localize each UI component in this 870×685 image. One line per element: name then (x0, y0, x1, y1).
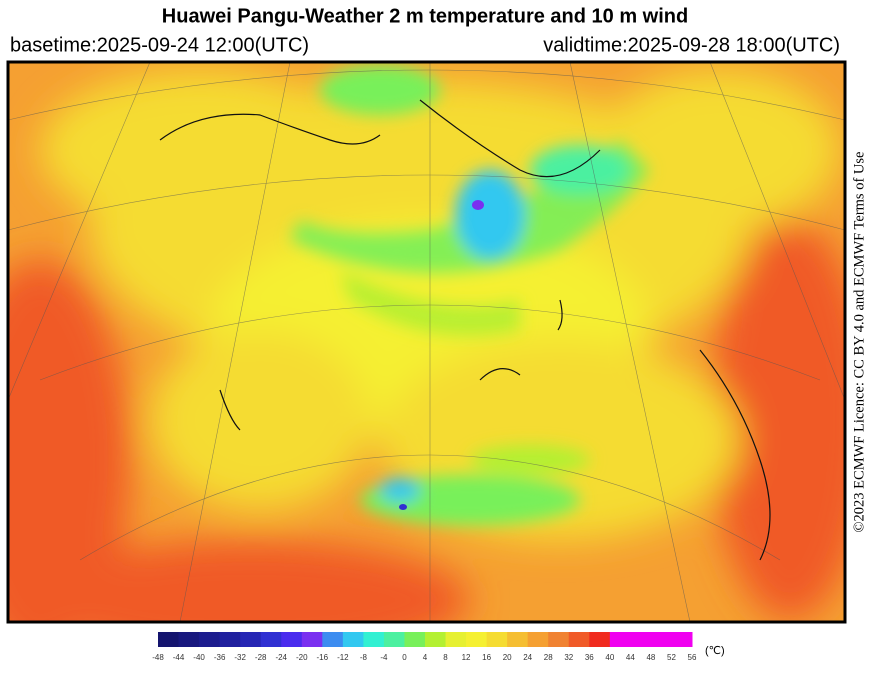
colorbar-tick-label: 32 (564, 653, 573, 662)
colorbar-tick-label: 8 (443, 653, 448, 662)
colorbar-tick-label: 48 (646, 653, 655, 662)
validtime: validtime:2025-09-28 18:00(UTC) (543, 34, 840, 56)
colorbar-segment (158, 632, 180, 647)
colorbar-segment (383, 632, 405, 647)
colorbar-segment (609, 632, 631, 647)
colorbar-segment (342, 632, 364, 647)
colorbar-segment (650, 632, 672, 647)
colorbar-segment (199, 632, 221, 647)
map-frame (6, 60, 847, 624)
colorbar-segment (219, 632, 241, 647)
colorbar-segment (589, 632, 611, 647)
colorbar-tick-label: -20 (296, 653, 308, 662)
colorbar-segment (527, 632, 549, 647)
colorbar-tick-label: -36 (214, 653, 226, 662)
colorbar-tick-label: 52 (667, 653, 676, 662)
colorbar-segment (507, 632, 529, 647)
title: Huawei Pangu-Weather 2 m temperature and… (162, 5, 688, 27)
colorbar-segment (260, 632, 282, 647)
colorbar-segment (281, 632, 303, 647)
colorbar-segment (486, 632, 508, 647)
colorbar-tick-label: 44 (626, 653, 635, 662)
colorbar-segment (301, 632, 323, 647)
colorbar-tick-label: 4 (423, 653, 428, 662)
colorbar-unit: (℃) (705, 645, 725, 657)
colorbar-tick-label: 12 (462, 653, 471, 662)
colorbar-segment (363, 632, 385, 647)
colorbar-tick-label: -28 (255, 653, 267, 662)
colorbar-tick-label: -4 (380, 653, 388, 662)
colorbar-segment (466, 632, 488, 647)
colorbar-segment (178, 632, 200, 647)
colorbar-tick-label: 20 (503, 653, 512, 662)
colorbar-tick-label: -32 (234, 653, 246, 662)
colorbar-tick-label: 16 (482, 653, 491, 662)
colorbar-tick-label: 24 (523, 653, 532, 662)
colorbar-tick-label: 36 (585, 653, 594, 662)
licence: ©2023 ECMWF Licence: CC BY 4.0 and ECMWF… (851, 152, 867, 533)
colorbar-tick-label: -40 (193, 653, 205, 662)
colorbar-segment (322, 632, 344, 647)
colorbar-tick-label: -48 (152, 653, 164, 662)
colorbar-tick-label: 28 (544, 653, 553, 662)
colorbar-segment (240, 632, 262, 647)
temperature-field (8, 62, 845, 622)
colorbar-tick-label: -44 (173, 653, 185, 662)
colorbar-segment (548, 632, 570, 647)
colorbar-tick-label: 40 (605, 653, 614, 662)
colorbar-tick-label: -8 (360, 653, 368, 662)
colorbar-tick-label: 0 (402, 653, 407, 662)
basetime: basetime:2025-09-24 12:00(UTC) (10, 34, 309, 56)
colorbar-tick-label: -12 (337, 653, 349, 662)
colorbar-tick-label: -24 (275, 653, 287, 662)
colorbar-tick-label: -16 (317, 653, 329, 662)
colorbar-tick-label: 56 (688, 653, 697, 662)
colorbar-segment (404, 632, 426, 647)
colorbar-segment (671, 632, 693, 647)
colorbar-segment (568, 632, 590, 647)
colorbar: -48 -44 -40 -36 -32 -28 -24 -20 -16 -12 -8 -4 0 4 8 12 1… (152, 632, 697, 662)
colorbar-segment (445, 632, 467, 647)
colorbar-segment (630, 632, 652, 647)
colorbar-segment (425, 632, 447, 647)
